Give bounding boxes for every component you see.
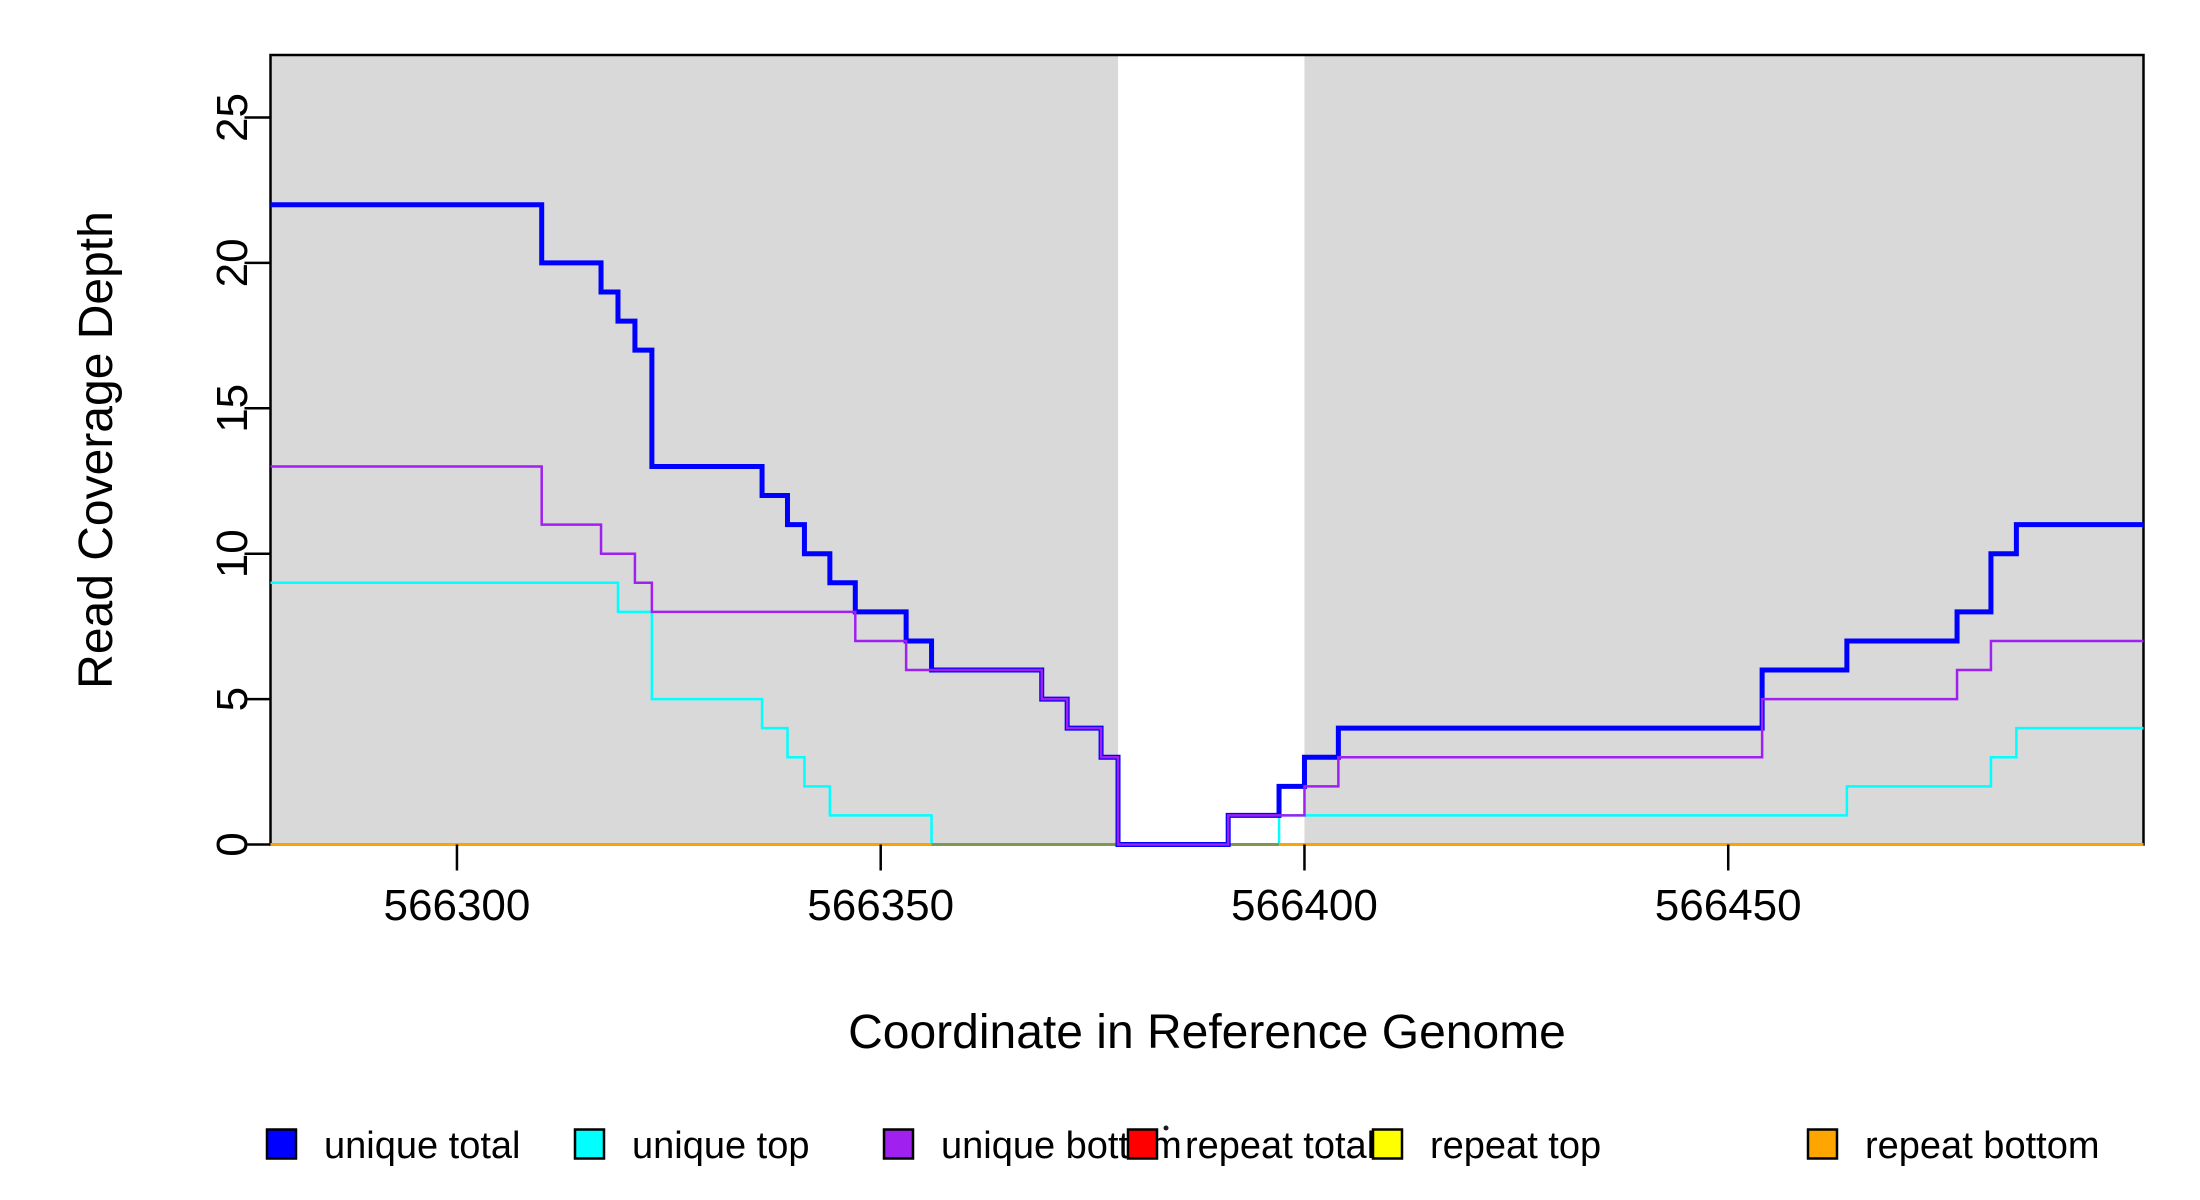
series-line-unique-top <box>270 581 2144 846</box>
legend-item: unique total <box>265 1125 521 1167</box>
legend-swatch-repeat-bottom <box>1806 1128 1839 1160</box>
legend-label: unique top <box>632 1125 810 1167</box>
series-lines <box>270 202 2144 847</box>
legend-item: unique top <box>573 1125 810 1167</box>
shaded-band <box>1304 55 2144 845</box>
legend-label: repeat total <box>1185 1125 1375 1167</box>
y-axis-tick-label: 20 <box>208 238 257 287</box>
legend-label: repeat bottom <box>1865 1125 2099 1167</box>
x-axis-title: Coordinate in Reference Genome <box>848 1006 1566 1059</box>
y-axis-tick-label: 15 <box>208 384 257 433</box>
shaded-band <box>270 55 1119 845</box>
y-axis-title: Read Coverage Depth <box>70 211 123 689</box>
y-axis-tick-label: 5 <box>208 687 257 711</box>
stray-dot <box>1163 1125 1169 1131</box>
x-axis-tick-label: 566450 <box>1655 881 1802 930</box>
x-axis-tick-label: 566400 <box>1231 881 1378 930</box>
legend: unique total unique top unique bottom repea… <box>265 1125 2099 1167</box>
y-axis-tick-label: 0 <box>208 832 257 856</box>
y-axis-tick-label: 10 <box>208 529 257 578</box>
background-bands <box>270 55 2144 845</box>
legend-swatch-repeat-total <box>1126 1128 1159 1160</box>
series-line-unique-bottom <box>270 465 2144 846</box>
legend-swatch-unique-total <box>265 1128 298 1160</box>
legend-label: unique total <box>324 1125 521 1167</box>
x-axis-tick-label: 566300 <box>384 881 531 930</box>
legend-item: repeat top <box>1371 1125 1601 1167</box>
axes: 566300 566350 566400 566450 0 5 10 15 20 25 <box>208 93 1802 930</box>
legend-item: repeat total <box>1126 1125 1375 1167</box>
y-axis-tick-label: 25 <box>208 93 257 142</box>
legend-label: repeat top <box>1430 1125 1601 1167</box>
legend-swatch-repeat-top <box>1371 1128 1404 1160</box>
x-axis-tick-label: 566350 <box>807 881 954 930</box>
legend-swatch-unique-top <box>573 1128 606 1160</box>
legend-item: repeat bottom <box>1806 1125 2099 1167</box>
legend-swatch-unique-bottom <box>882 1128 915 1160</box>
